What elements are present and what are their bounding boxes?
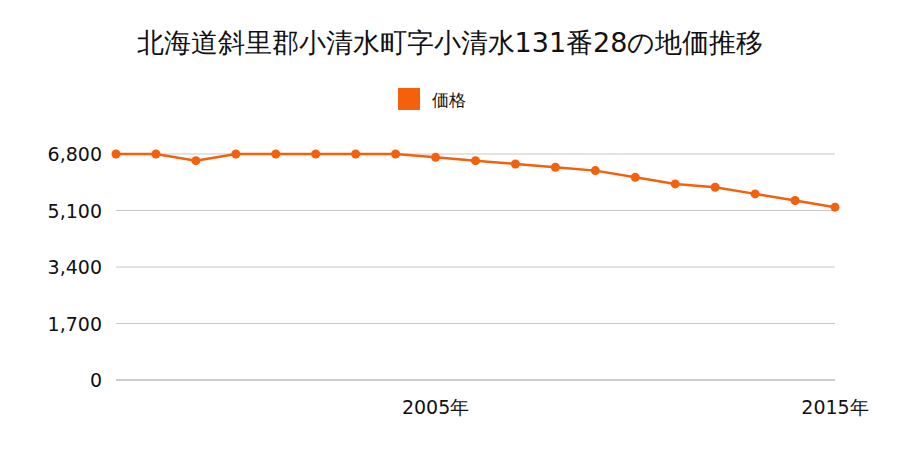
y-tick-label: 3,400	[48, 256, 102, 278]
point	[831, 203, 840, 212]
point	[112, 150, 121, 159]
grid-line	[116, 323, 835, 324]
point	[391, 150, 400, 159]
point	[271, 150, 280, 159]
grid-line	[116, 210, 835, 211]
y-axis-line	[116, 154, 117, 380]
chart: 北海道斜里郡小清水町字小清水131番28の地価推移価格 0 1,700 3,400 5,…	[0, 0, 900, 450]
point	[551, 163, 560, 172]
point	[231, 150, 240, 159]
point	[671, 179, 680, 188]
x-tick-label: 2015年	[801, 396, 868, 418]
grid-line	[116, 380, 835, 381]
legend-label: 価格	[432, 90, 466, 110]
y-tick-label: 6,800	[48, 143, 102, 165]
y-tick-label: 1,700	[48, 313, 102, 335]
plot-area	[112, 150, 840, 212]
point	[191, 156, 200, 165]
point	[471, 156, 480, 165]
point	[351, 150, 360, 159]
grid-line	[116, 267, 835, 268]
legend-swatch	[398, 88, 420, 110]
title: 北海道斜里郡小清水町字小清水131番28の地価推移	[137, 27, 764, 58]
point	[791, 196, 800, 205]
point	[711, 183, 720, 192]
point	[631, 173, 640, 182]
y-tick-label: 0	[90, 369, 102, 391]
point	[151, 150, 160, 159]
point	[431, 153, 440, 162]
grid-line	[116, 154, 835, 155]
point	[511, 159, 520, 168]
point	[751, 189, 760, 198]
x-tick-label: 2005年	[402, 396, 469, 418]
point	[311, 150, 320, 159]
line	[116, 154, 835, 207]
point	[591, 166, 600, 175]
y-tick-label: 5,100	[48, 200, 102, 222]
